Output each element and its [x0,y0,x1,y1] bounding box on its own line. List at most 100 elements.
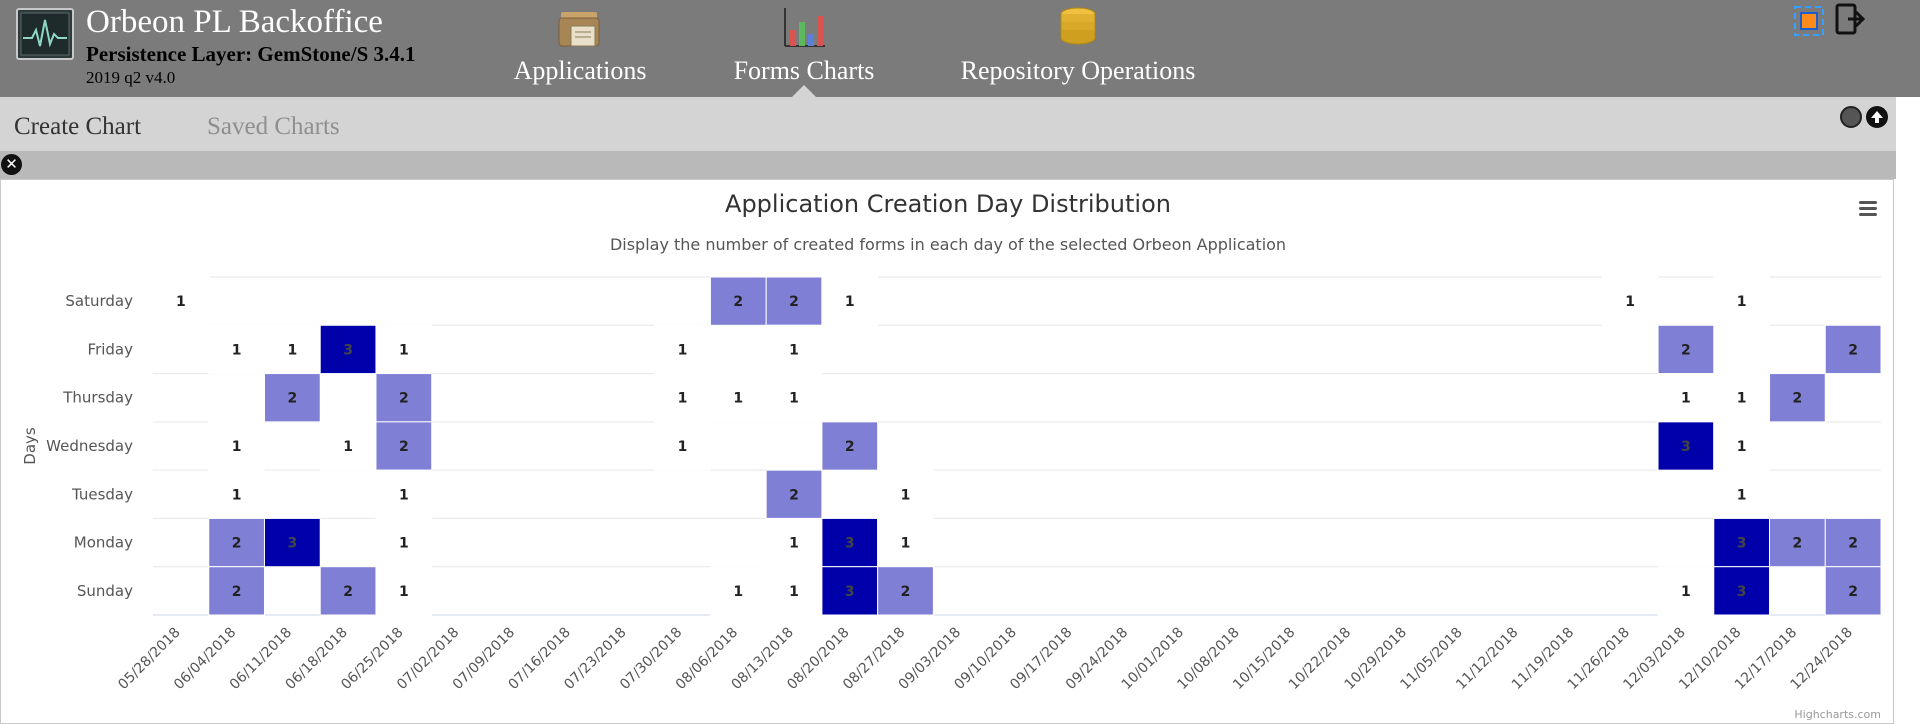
cell-data-label: 2 [789,487,799,503]
heatmap-cell [208,421,265,471]
heatmap-cell [263,373,321,423]
cell-data-label: 2 [287,391,297,407]
cell-data-label: 3 [1737,584,1747,600]
heatmap-cell [765,373,823,423]
tab-saved-charts[interactable]: Saved Charts [207,113,340,140]
heatmap-cell [1713,566,1771,616]
cell-data-label: 3 [343,342,353,358]
cell-data-label: 3 [845,584,855,600]
active-nav-indicator [791,85,817,98]
heatmap-cell [263,517,321,568]
cell-data-label: 1 [789,342,799,358]
cell-data-label: 1 [789,584,799,600]
cell-data-label: 1 [1681,584,1691,600]
cell-data-label: 1 [901,487,911,503]
chart-title: Application Creation Day Distribution [725,190,1171,218]
heatmap-cell [1601,276,1659,326]
settings-icon[interactable] [1840,106,1862,128]
cell-data-label: 3 [287,536,297,552]
upload-icon[interactable] [1866,106,1888,128]
nav-forms-charts[interactable]: Forms Charts [726,6,882,90]
cell-data-label: 1 [232,342,242,358]
cell-data-label: 2 [1848,584,1858,600]
heatmap-cell [709,276,767,326]
cell-data-label: 2 [399,391,409,407]
cell-data-label: 2 [1681,342,1691,358]
nav-applications[interactable]: Applications [510,6,650,90]
heatmap-cell [765,566,823,616]
heartbeat-monitor-icon [16,8,74,60]
cell-data-label: 2 [232,584,242,600]
database-icon [1060,7,1096,45]
chart-panel: Application Creation Day Distribution Di… [0,179,1894,724]
y-tick-label: Thursday [62,389,133,407]
heatmap-cell [1713,276,1771,326]
folder-archive-icon [558,12,600,47]
heatmap-cell [765,469,823,519]
persistence-layer-label: Persistence Layer: GemStone/S 3.4.1 [86,42,416,66]
heatmap-cell [1657,373,1715,423]
heatmap-cell [152,276,210,326]
y-axis-title: Days [21,427,39,465]
cell-data-label: 1 [845,294,855,310]
heatmap-cell [654,421,711,471]
hamburger-menu-icon[interactable] [1851,198,1885,224]
nav-repository-operations[interactable]: Repository Operations [956,6,1200,90]
cell-data-label: 3 [845,536,855,552]
cell-data-label: 1 [399,584,409,600]
fullscreen-icon[interactable] [1792,4,1826,38]
close-icon[interactable]: ✕ [1,154,22,175]
heatmap-cell [821,276,879,326]
heatmap-cell [263,324,321,375]
cell-data-label: 2 [1848,342,1858,358]
cell-data-label: 1 [1625,294,1635,310]
cell-data-label: 1 [789,391,799,407]
cell-data-label: 1 [176,294,186,310]
heatmap-cell [1824,517,1882,568]
cell-data-label: 1 [901,536,911,552]
heatmap-cell [375,324,433,375]
nav-repository-label: Repository Operations [960,56,1196,85]
cell-data-label: 2 [901,584,911,600]
y-tick-label: Sunday [77,582,133,600]
cell-data-label: 3 [1681,439,1691,455]
highcharts-credits[interactable]: Highcharts.com [1794,708,1881,721]
chart-toolbar-strip: ✕ [0,151,1896,179]
chart-subtitle: Display the number of created forms in e… [609,235,1287,254]
cell-data-label: 1 [399,536,409,552]
cell-data-label: 1 [399,487,409,503]
heatmap-cell [1824,566,1882,616]
heatmap-cell [1769,517,1826,568]
y-tick-label: Tuesday [71,485,133,503]
heatmap-cell [877,469,934,519]
nav-applications-label: Applications [513,56,647,85]
bar-chart-icon [784,8,825,47]
y-tick-label: Wednesday [46,437,133,455]
cell-data-label: 1 [678,439,688,455]
heatmap-cell [877,566,934,616]
cell-data-label: 1 [399,342,409,358]
cell-data-label: 2 [845,439,855,455]
logout-icon[interactable] [1834,2,1868,36]
heatmap-cell [375,373,433,423]
heatmap-cell [765,324,823,375]
cell-data-label: 1 [232,439,242,455]
cell-data-label: 2 [1848,536,1858,552]
cell-data-label: 1 [343,439,353,455]
y-tick-label: Friday [88,340,134,358]
nav-forms-charts-label: Forms Charts [733,56,875,85]
cell-data-label: 3 [1737,536,1747,552]
cell-data-label: 2 [232,536,242,552]
heatmap-cell [765,276,823,326]
tab-create-chart[interactable]: Create Chart [14,113,142,140]
heatmap-cell [709,566,767,616]
heatmap-cell [654,373,711,423]
heatmap-cell [654,324,711,375]
heatmap-cell [1657,421,1715,471]
version-label: 2019 q2 v4.0 [86,68,176,87]
cell-data-label: 1 [287,342,297,358]
heatmap-cell [319,324,377,375]
cell-data-label: 1 [232,487,242,503]
cell-data-label: 1 [678,391,688,407]
cell-data-label: 1 [733,584,743,600]
